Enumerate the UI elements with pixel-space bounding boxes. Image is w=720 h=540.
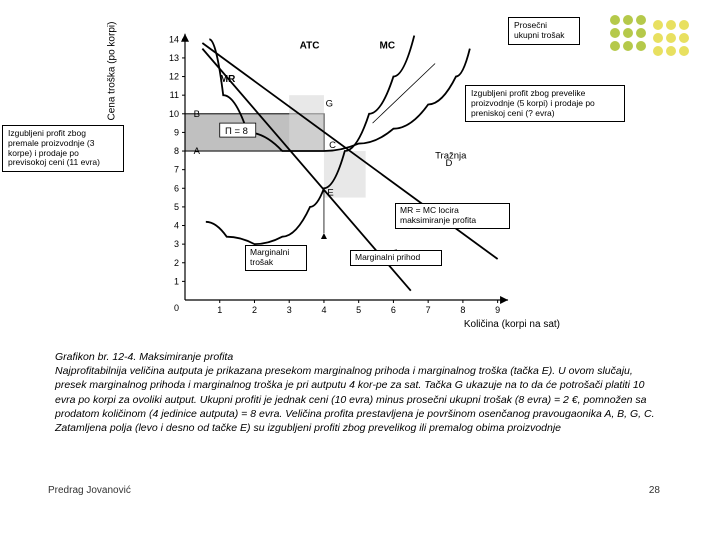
y-axis-label: Cena troška (po korpi) <box>107 22 118 121</box>
svg-text:0: 0 <box>174 303 179 313</box>
svg-text:D: D <box>446 158 453 169</box>
footer-author: Predrag Jovanović <box>48 485 131 496</box>
callout-marginal-revenue: Marginalni prihod <box>350 250 442 266</box>
economics-chart: 12345678910111213140123456789MRATCMCTraž… <box>130 15 570 325</box>
callout-mr-mc-text: MR = MC locira maksimiranje profita <box>400 205 476 225</box>
svg-text:1: 1 <box>217 305 222 315</box>
caption-title: Grafikon br. 12-4. Maksimiranje profita <box>55 351 233 363</box>
svg-text:7: 7 <box>174 165 179 175</box>
caption-body: Najprofitabilnija veličina autputa je pr… <box>55 365 655 434</box>
corner-decoration <box>610 15 700 75</box>
svg-text:E: E <box>327 188 333 199</box>
callout-mc-text: Marginalni trošak <box>250 247 289 267</box>
svg-text:5: 5 <box>174 202 179 212</box>
svg-text:ATC: ATC <box>300 41 320 52</box>
svg-text:9: 9 <box>174 127 179 137</box>
callout-overproduction: Izgubljeni profit zbog prevelike proizvo… <box>465 85 625 122</box>
svg-text:5: 5 <box>356 305 361 315</box>
svg-text:G: G <box>326 98 333 109</box>
svg-text:4: 4 <box>174 221 179 231</box>
svg-text:MC: MC <box>380 41 396 52</box>
page-number: 28 <box>649 485 660 496</box>
svg-text:C: C <box>329 140 336 151</box>
svg-text:3: 3 <box>287 305 292 315</box>
svg-text:3: 3 <box>174 239 179 249</box>
svg-text:1: 1 <box>174 276 179 286</box>
svg-text:A: A <box>194 146 201 157</box>
svg-text:6: 6 <box>391 305 396 315</box>
callout-atc-text: Prosečni ukupni trošak <box>514 20 565 40</box>
callout-mr-text: Marginalni prihod <box>355 252 420 262</box>
x-axis-label: Količina (korpi na sat) <box>464 319 560 330</box>
svg-text:11: 11 <box>170 90 179 100</box>
svg-text:2: 2 <box>252 305 257 315</box>
svg-text:MR: MR <box>220 74 236 85</box>
svg-text:10: 10 <box>169 109 179 119</box>
svg-text:14: 14 <box>169 34 179 44</box>
callout-atc: Prosečni ukupni trošak <box>508 17 580 45</box>
svg-text:B: B <box>194 109 200 120</box>
callout-underproduction-text: Izgubljeni profit zbog premale proizvodn… <box>8 128 100 167</box>
svg-text:6: 6 <box>174 183 179 193</box>
svg-text:8: 8 <box>460 305 465 315</box>
callout-underproduction: Izgubljeni profit zbog premale proizvodn… <box>2 125 124 172</box>
svg-text:13: 13 <box>169 53 179 63</box>
svg-text:9: 9 <box>495 305 500 315</box>
svg-text:Π = 8: Π = 8 <box>225 126 248 137</box>
callout-marginal-cost: Marginalni trošak <box>245 245 307 271</box>
svg-text:4: 4 <box>321 305 326 315</box>
svg-text:7: 7 <box>426 305 431 315</box>
callout-overproduction-text: Izgubljeni profit zbog prevelike proizvo… <box>471 88 595 118</box>
callout-mr-mc: MR = MC locira maksimiranje profita <box>395 203 510 229</box>
svg-text:8: 8 <box>174 146 179 156</box>
figure-caption: Grafikon br. 12-4. Maksimiranje profita … <box>55 350 665 435</box>
svg-text:2: 2 <box>174 258 179 268</box>
svg-text:12: 12 <box>169 72 179 82</box>
